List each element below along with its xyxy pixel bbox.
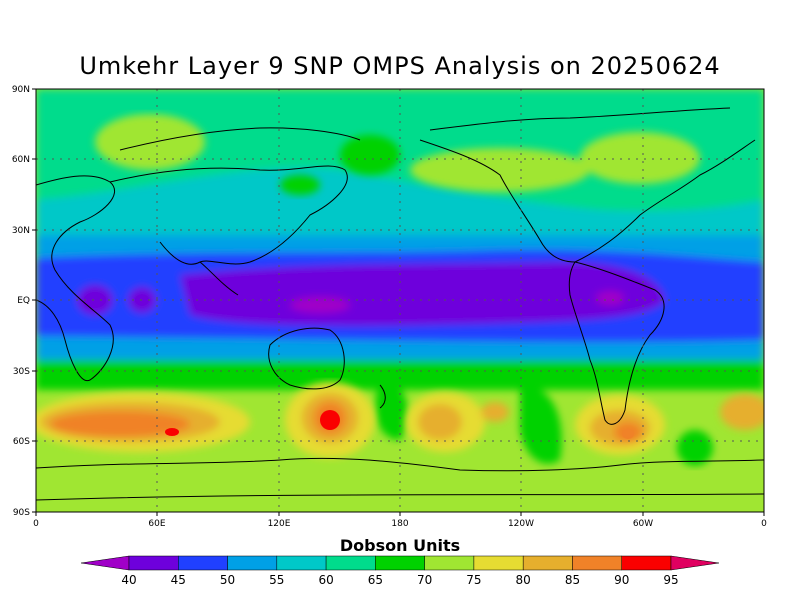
colorbar-high-triangle xyxy=(670,555,720,571)
lat-label: EQ xyxy=(17,296,30,306)
lat-label: 30S xyxy=(13,367,30,377)
colorbar-level-label: 40 xyxy=(121,573,136,587)
colorbar-level-label: 55 xyxy=(269,573,284,587)
axis-ticks xyxy=(32,88,765,516)
lon-label: 120W xyxy=(508,519,534,529)
ozone-field xyxy=(36,89,764,512)
colorbar-level-label: 70 xyxy=(417,573,432,587)
colorbar-swatch xyxy=(473,555,524,571)
lat-label: 90N xyxy=(12,85,30,95)
colorbar-swatch xyxy=(375,555,425,571)
lon-label: 60W xyxy=(633,519,653,529)
lon-label: 60E xyxy=(148,519,165,529)
colorbar-title: Dobson Units xyxy=(339,536,461,555)
colorbar-swatch xyxy=(572,555,622,571)
colorbar-swatch xyxy=(522,555,573,571)
colorbar-level-label: 90 xyxy=(614,573,629,587)
lon-label: 120E xyxy=(268,519,291,529)
lon-label: 180 xyxy=(391,519,408,529)
lon-label: 0 xyxy=(761,519,767,529)
colorbar-level-label: 60 xyxy=(318,573,333,587)
lat-label: 60N xyxy=(12,155,30,165)
lon-label: 0 xyxy=(33,519,39,529)
colorbar: 40 45 50 55 60 65 70 75 80 85 90 95 xyxy=(80,555,720,587)
colorbar-swatch xyxy=(128,555,179,571)
graticule xyxy=(36,89,764,512)
lat-label: 30N xyxy=(12,226,30,236)
colorbar-swatch xyxy=(178,555,228,571)
map-title: Umkehr Layer 9 SNP OMPS Analysis on 2025… xyxy=(79,52,721,80)
lat-label: 90S xyxy=(13,508,30,518)
colorbar-level-label: 45 xyxy=(171,573,186,587)
colorbar-swatch xyxy=(621,555,672,571)
colorbar-level-label: 95 xyxy=(663,573,678,587)
colorbar-level-label: 85 xyxy=(565,573,580,587)
colorbar-level-label: 65 xyxy=(368,573,383,587)
colorbar-swatch xyxy=(227,555,278,571)
colorbar-swatch xyxy=(276,555,327,571)
colorbar-level-label: 50 xyxy=(220,573,235,587)
colorbar-level-label: 80 xyxy=(516,573,531,587)
colorbar-swatch xyxy=(325,555,376,571)
lat-label: 60S xyxy=(13,437,30,447)
colorbar-low-triangle xyxy=(80,555,130,571)
colorbar-level-label: 75 xyxy=(466,573,481,587)
colorbar-swatch xyxy=(424,555,475,571)
